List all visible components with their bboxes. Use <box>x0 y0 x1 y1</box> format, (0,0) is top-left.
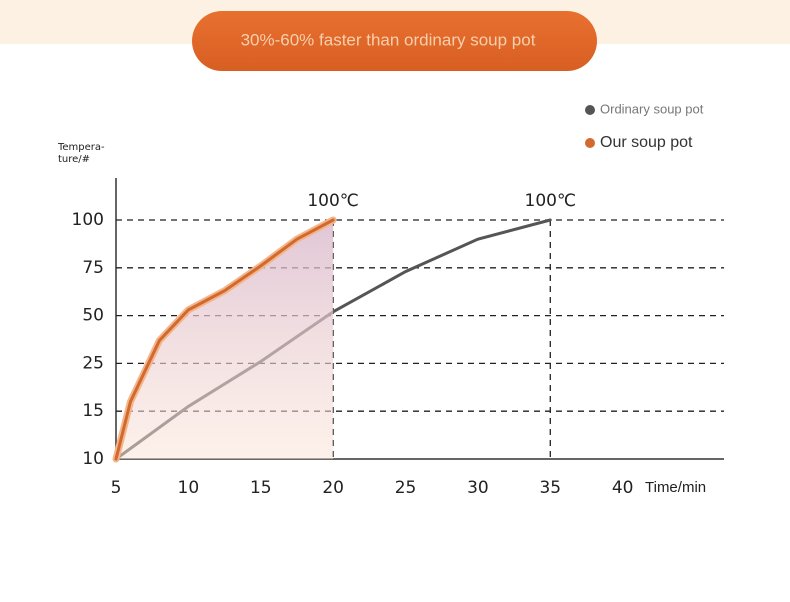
y-axis-label-line: Tempera- <box>57 142 105 153</box>
x-tick-label: 35 <box>539 478 561 498</box>
y-tick-label: 25 <box>82 353 104 373</box>
y-tick-label: 50 <box>82 306 104 326</box>
x-tick-label: 15 <box>250 478 272 498</box>
line <box>114 218 335 461</box>
banner-text: 30%-60% faster than ordinary soup pot <box>241 30 536 49</box>
y-tick-label: 100 <box>72 210 104 230</box>
y-axis-label: Tempera-ture/# <box>57 142 105 165</box>
y-tick-label: 15 <box>82 401 104 421</box>
legend-marker <box>585 138 595 148</box>
legend-label: Ordinary soup pot <box>600 101 704 116</box>
x-tick-label: 30 <box>467 478 489 498</box>
x-tick-label: 25 <box>395 478 417 498</box>
annotation: 100℃ <box>307 191 359 211</box>
banner <box>192 11 597 71</box>
legend-label: Our soup pot <box>600 134 693 151</box>
y-tick-label: 75 <box>82 258 104 278</box>
y-axis-label-line: ture/# <box>58 154 90 165</box>
x-axis-label: Time/min <box>645 479 706 496</box>
x-tick-label: 5 <box>111 478 122 498</box>
x-tick-label: 40 <box>612 478 634 498</box>
legend-marker <box>585 105 595 115</box>
x-tick-label: 10 <box>178 478 200 498</box>
y-tick-label: 10 <box>82 449 104 469</box>
x-tick-label: 20 <box>322 478 344 498</box>
annotation: 100℃ <box>525 191 577 211</box>
area <box>116 220 334 459</box>
